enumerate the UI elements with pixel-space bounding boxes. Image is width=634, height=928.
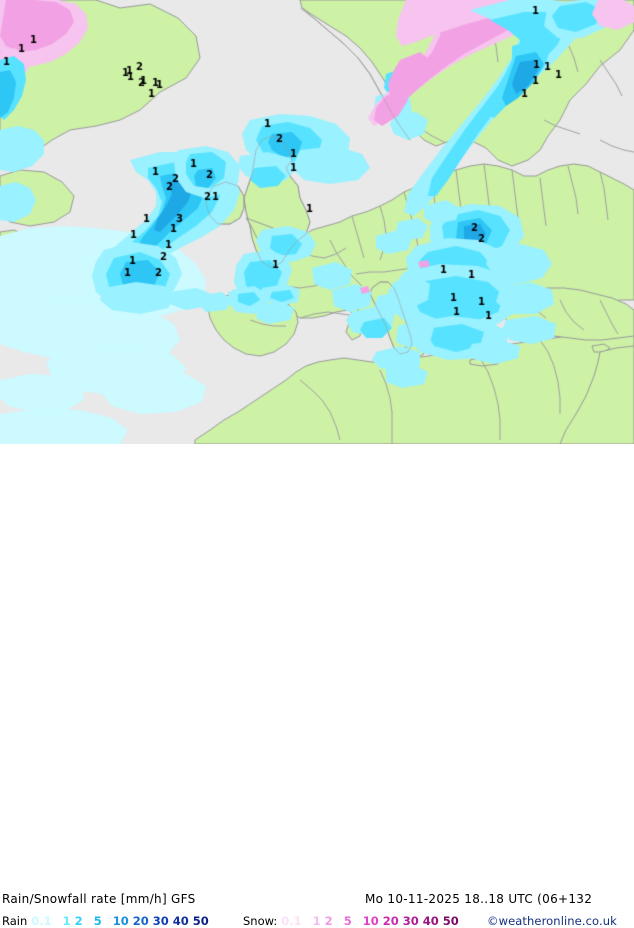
precipitation-map-canvas[interactable] [0,0,634,444]
rain-legend: Rain 0.1 1 2 5 10 20 30 40 50 [2,914,209,928]
legend-value: 50 [192,914,209,928]
legend-value: 0.1 [31,914,52,928]
legend-value: 20 [132,914,149,928]
legend-value: 50 [442,914,459,928]
legend-value: 40 [172,914,189,928]
legend-value: 5 [93,914,102,928]
legend-value: 40 [422,914,439,928]
legend-value: 2 [324,914,333,928]
forecast-datetime: Mo 10-11-2025 18..18 UTC (06+132 [365,892,593,906]
legend-value: 20 [382,914,399,928]
legend-value: 0.1 [281,914,302,928]
snow-legend-label: Snow: [243,914,278,928]
copyright-notice: ©weatheronline.co.uk [487,914,617,928]
snow-scale: 0.1 1 2 5 10 20 30 40 50 [277,914,459,928]
rain-legend-label: Rain [2,914,28,928]
legend-value: 1 [312,914,321,928]
map-area[interactable] [0,0,634,444]
legend-value: 10 [362,914,379,928]
legend-value: 30 [152,914,169,928]
legend-value: 2 [74,914,83,928]
legend-value: 1 [62,914,71,928]
legend-value: 10 [112,914,129,928]
rain-scale: 0.1 1 2 5 10 20 30 40 50 [27,914,209,928]
legend-value: 30 [402,914,419,928]
snow-legend: Snow: 0.1 1 2 5 10 20 30 40 50 [243,914,459,928]
legend-value: 5 [343,914,352,928]
chart-title: Rain/Snowfall rate [mm/h] GFS [2,892,196,906]
legend-footer: Rain/Snowfall rate [mm/h] GFS Mo 10-11-2… [0,444,634,928]
